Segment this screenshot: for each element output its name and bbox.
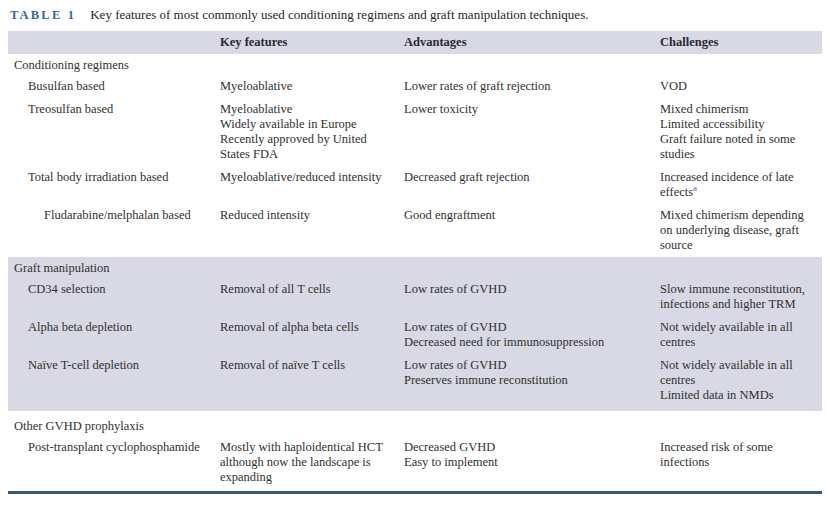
key-features-cell: Myeloablative/reduced intensity bbox=[220, 170, 390, 185]
table: Key features Advantages Challenges Condi… bbox=[8, 31, 822, 494]
challenges-cell: Increased incidence of late effectsa bbox=[660, 170, 812, 200]
table-label: TABLE 1 bbox=[10, 8, 76, 22]
challenges-cell: Mixed chimerism depending on underlying … bbox=[660, 208, 812, 253]
table-row-treosulfan: Treosulfan based Myeloablative Widely av… bbox=[8, 98, 822, 166]
row-label: Total body irradiation based bbox=[8, 170, 220, 185]
table-row-busulfan: Busulfan based Myeloablative Lower rates… bbox=[8, 75, 822, 98]
challenges-cell: Mixed chimerism Limited accessibility Gr… bbox=[660, 102, 822, 162]
table-caption-row: TABLE 1 Key features of most commonly use… bbox=[10, 7, 822, 23]
advantages-cell: Low rates of GVHD bbox=[404, 282, 646, 297]
table-bottom-rule bbox=[8, 491, 822, 494]
key-features-cell: Removal of all T cells bbox=[220, 282, 390, 297]
advantages-cell: Low rates of GVHD Preserves immune recon… bbox=[404, 358, 660, 388]
table-row-alpha-beta-depletion: Alpha beta depletion Removal of alpha be… bbox=[8, 316, 822, 354]
section-graft-manipulation: Graft manipulation CD34 selection Remova… bbox=[8, 257, 822, 411]
challenges-cell: Not widely available in all centres bbox=[660, 320, 812, 350]
section-title: Graft manipulation bbox=[8, 257, 822, 278]
advantages-cell: Good engraftment bbox=[404, 208, 646, 223]
advantages-cell: Decreased graft rejection bbox=[404, 170, 646, 185]
row-label: Alpha beta depletion bbox=[8, 320, 220, 335]
row-label: Post-transplant cyclophosphamide bbox=[8, 440, 220, 455]
table-row-post-transplant-cyclophosphamide: Post-transplant cyclophosphamide Mostly … bbox=[8, 436, 822, 489]
row-label: Fludarabine/melphalan based bbox=[8, 208, 220, 223]
table-caption: Key features of most commonly used condi… bbox=[90, 7, 588, 22]
row-label: CD34 selection bbox=[8, 282, 220, 297]
table-row-tbi: Total body irradiation based Myeloablati… bbox=[8, 166, 822, 204]
section-title: Conditioning regimens bbox=[8, 54, 822, 75]
column-header-challenges: Challenges bbox=[660, 35, 822, 50]
key-features-cell: Reduced intensity bbox=[220, 208, 390, 223]
table-row-naive-t-cell-depletion: Naïve T-cell depletion Removal of naïve … bbox=[8, 354, 822, 407]
row-label: Naïve T-cell depletion bbox=[8, 358, 220, 373]
challenges-cell: Not widely available in all centres Limi… bbox=[660, 358, 822, 403]
challenges-cell: Slow immune reconstitution, infections a… bbox=[660, 282, 812, 312]
column-header-advantages: Advantages bbox=[404, 35, 660, 50]
table-row-cd34-selection: CD34 selection Removal of all T cells Lo… bbox=[8, 278, 822, 316]
section-other-gvhd-prophylaxis: Other GVHD prophylaxis Post-transplant c… bbox=[8, 415, 822, 489]
key-features-cell: Mostly with haploidentical HCT although … bbox=[220, 440, 390, 485]
row-label: Treosulfan based bbox=[8, 102, 220, 117]
challenges-cell: Increased risk of some infections bbox=[660, 440, 812, 470]
advantages-cell: Low rates of GVHD Decreased need for imm… bbox=[404, 320, 660, 350]
key-features-cell: Myeloablative bbox=[220, 79, 390, 94]
table-row-fludarabine-melphalan: Fludarabine/melphalan based Reduced inte… bbox=[8, 204, 822, 257]
advantages-cell: Lower toxicity bbox=[404, 102, 660, 117]
column-header-key-features: Key features bbox=[220, 35, 404, 50]
section-conditioning-regimens: Conditioning regimens Busulfan based Mye… bbox=[8, 54, 822, 257]
key-features-cell: Removal of naïve T cells bbox=[220, 358, 390, 373]
advantages-cell: Decreased GVHD Easy to implement bbox=[404, 440, 660, 470]
table-header-row: Key features Advantages Challenges bbox=[8, 31, 822, 54]
challenges-cell: VOD bbox=[660, 79, 812, 94]
advantages-cell: Lower rates of graft rejection bbox=[404, 79, 646, 94]
key-features-cell: Myeloablative Widely available in Europe… bbox=[220, 102, 404, 162]
row-label: Busulfan based bbox=[8, 79, 220, 94]
key-features-cell: Removal of alpha beta cells bbox=[220, 320, 390, 335]
footnote-marker: a bbox=[693, 183, 697, 193]
table-figure: TABLE 1 Key features of most commonly use… bbox=[0, 0, 830, 494]
section-title: Other GVHD prophylaxis bbox=[8, 415, 822, 436]
